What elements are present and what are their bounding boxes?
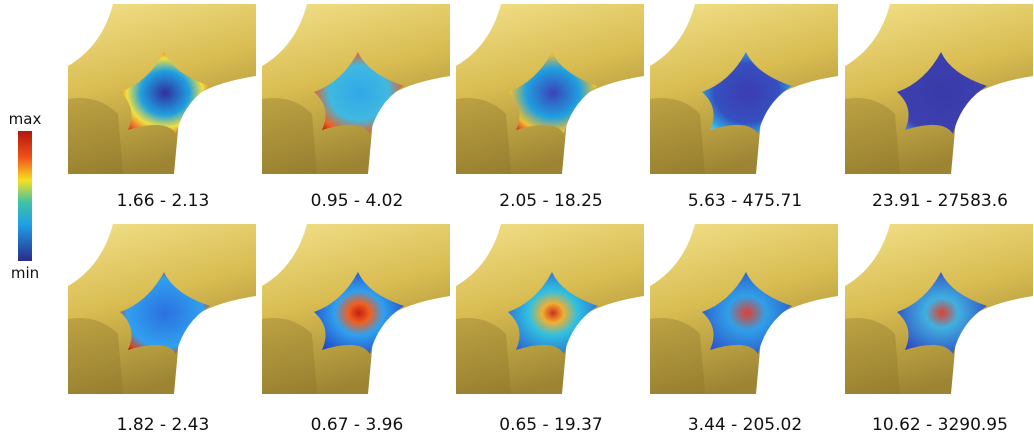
range-label: 0.65 - 19.37	[499, 415, 602, 435]
range-label: 10.62 - 3290.95	[872, 415, 1008, 435]
panel	[456, 224, 644, 394]
range-label: 1.82 - 2.43	[117, 415, 210, 435]
legend-max: max	[9, 110, 42, 128]
panel	[845, 224, 1033, 394]
panel	[650, 4, 838, 174]
panel	[262, 224, 450, 394]
panel	[845, 4, 1033, 174]
range-label: 1.66 - 2.13	[117, 191, 210, 211]
panel	[650, 224, 838, 394]
colorbar	[18, 131, 32, 261]
figure-canvas: max min 1.66 - 2.13 0.95 - 4.02 2.05 - 18.…	[0, 0, 1034, 446]
range-label: 0.95 - 4.02	[311, 191, 404, 211]
panel	[456, 4, 644, 174]
panel	[68, 224, 256, 394]
range-label: 2.05 - 18.25	[499, 191, 602, 211]
panel	[68, 4, 256, 174]
range-label: 5.63 - 475.71	[688, 191, 802, 211]
range-label: 0.67 - 3.96	[311, 415, 404, 435]
range-label: 3.44 - 205.02	[688, 415, 802, 435]
figure: max min 1.66 - 2.13 0.95 - 4.02 2.05 - 18.…	[0, 0, 1034, 446]
range-label: 23.91 - 27583.6	[872, 191, 1008, 211]
legend-min: min	[11, 264, 39, 282]
panel	[262, 4, 450, 174]
